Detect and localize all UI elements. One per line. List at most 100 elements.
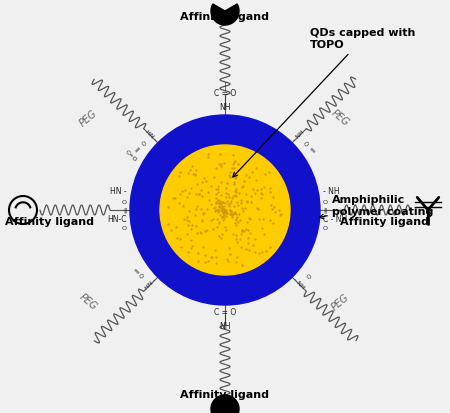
Point bbox=[255, 206, 262, 212]
Point bbox=[268, 206, 275, 212]
Point bbox=[232, 191, 239, 198]
Point bbox=[205, 153, 212, 160]
Point bbox=[220, 208, 228, 214]
Point bbox=[216, 204, 223, 211]
Point bbox=[187, 226, 194, 233]
Point bbox=[239, 208, 247, 215]
Point bbox=[241, 204, 248, 211]
Point bbox=[225, 171, 233, 178]
Point bbox=[219, 207, 226, 214]
Point bbox=[225, 201, 232, 208]
Point bbox=[169, 195, 176, 202]
Point bbox=[171, 195, 179, 202]
Point bbox=[226, 251, 234, 258]
Point bbox=[250, 242, 257, 249]
Point bbox=[177, 235, 184, 242]
Point bbox=[202, 259, 209, 265]
Point bbox=[243, 218, 250, 225]
Point bbox=[233, 211, 240, 217]
Point bbox=[233, 215, 240, 222]
Point bbox=[238, 183, 246, 190]
Point bbox=[186, 189, 193, 196]
Point bbox=[234, 199, 241, 205]
Point bbox=[199, 192, 206, 199]
Point bbox=[217, 212, 224, 218]
Text: HN-C: HN-C bbox=[108, 214, 127, 223]
Point bbox=[233, 192, 240, 199]
Point bbox=[207, 183, 215, 190]
Point bbox=[186, 208, 193, 215]
Text: O: O bbox=[122, 199, 127, 204]
Point bbox=[224, 198, 231, 204]
Point bbox=[212, 247, 219, 253]
Circle shape bbox=[160, 145, 290, 275]
Point bbox=[225, 258, 232, 264]
Point bbox=[201, 175, 208, 182]
Point bbox=[216, 151, 223, 157]
Text: Affinity ligand: Affinity ligand bbox=[5, 217, 94, 227]
Point bbox=[165, 204, 172, 210]
Point bbox=[189, 171, 197, 178]
Point bbox=[216, 200, 223, 207]
Point bbox=[233, 236, 240, 242]
Point bbox=[223, 210, 230, 216]
Polygon shape bbox=[211, 4, 239, 25]
Point bbox=[275, 206, 283, 213]
Point bbox=[221, 207, 229, 214]
Point bbox=[223, 206, 230, 213]
Point bbox=[214, 224, 221, 230]
Point bbox=[201, 228, 208, 234]
Point bbox=[193, 206, 200, 212]
Point bbox=[258, 186, 265, 193]
Point bbox=[220, 206, 227, 213]
Text: C - NH: C - NH bbox=[323, 214, 347, 223]
Point bbox=[229, 211, 236, 218]
Circle shape bbox=[130, 115, 320, 305]
Point bbox=[234, 239, 241, 245]
Point bbox=[233, 186, 240, 192]
Point bbox=[227, 208, 234, 214]
Point bbox=[180, 203, 187, 209]
Point bbox=[229, 195, 236, 202]
Point bbox=[234, 253, 241, 260]
Point bbox=[217, 162, 225, 169]
Point bbox=[225, 245, 233, 252]
Point bbox=[229, 164, 236, 171]
Point bbox=[176, 169, 183, 175]
Point bbox=[213, 195, 220, 202]
Point bbox=[242, 246, 249, 252]
Point bbox=[183, 214, 190, 221]
Point bbox=[220, 209, 228, 216]
Point bbox=[249, 186, 256, 192]
Text: |: | bbox=[224, 82, 226, 91]
Point bbox=[212, 208, 219, 215]
Point bbox=[167, 227, 175, 234]
Point bbox=[220, 205, 227, 212]
Point bbox=[220, 209, 228, 216]
Point bbox=[255, 250, 262, 256]
Point bbox=[240, 178, 248, 184]
Point bbox=[261, 184, 268, 190]
Point bbox=[221, 199, 228, 206]
Point bbox=[215, 207, 222, 214]
Point bbox=[185, 248, 192, 255]
Point bbox=[222, 208, 229, 214]
Point bbox=[195, 190, 202, 197]
Point bbox=[213, 199, 220, 206]
Point bbox=[220, 209, 227, 216]
Point bbox=[209, 216, 216, 222]
Point bbox=[220, 212, 227, 218]
Point bbox=[256, 216, 263, 222]
Point bbox=[228, 211, 235, 218]
Point bbox=[186, 167, 193, 173]
Text: ||: || bbox=[323, 207, 327, 213]
Point bbox=[189, 162, 196, 169]
Point bbox=[185, 217, 193, 224]
Text: ||: || bbox=[133, 267, 140, 274]
Point bbox=[258, 190, 265, 197]
Point bbox=[204, 226, 211, 233]
Point bbox=[220, 216, 227, 223]
Point bbox=[188, 245, 195, 252]
Point bbox=[198, 187, 205, 193]
Point bbox=[222, 184, 230, 191]
